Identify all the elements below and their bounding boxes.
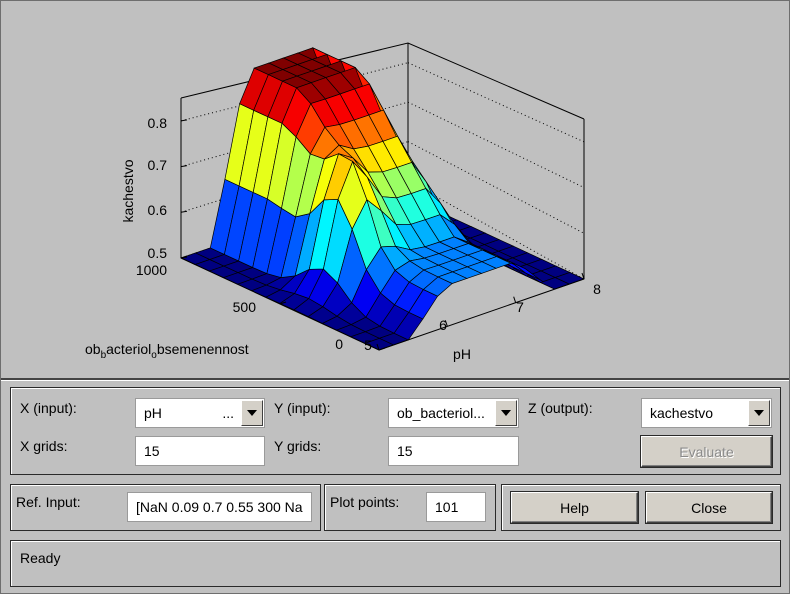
- close-button[interactable]: Close: [646, 492, 772, 523]
- surface-mesh: [180, 47, 585, 351]
- z-output-dropdown[interactable]: kachestvo: [641, 398, 772, 428]
- x-axis-line: [378, 278, 585, 351]
- y-input-dropdown[interactable]: ob_bacteriol...: [388, 398, 519, 428]
- chevron-down-icon: [501, 410, 511, 416]
- y-axis-label: obbacteriolobsemenennost: [85, 341, 249, 361]
- x-input-ellipsis: ...: [222, 405, 234, 421]
- surface-plot: 0.8 0.7 0.6 0.5 1000 500 0 5 6 7 8 kache…: [85, 42, 601, 362]
- help-button[interactable]: Help: [511, 492, 638, 523]
- axis-tick: [180, 255, 188, 259]
- ref-input-panel: Ref. Input:: [10, 484, 321, 531]
- separator: [1, 378, 789, 381]
- z-output-dropdown-button[interactable]: [748, 400, 770, 426]
- y-grids-label: Y grids:: [274, 438, 322, 454]
- z-tick-label: 0.5: [148, 245, 168, 261]
- evaluate-button[interactable]: Evaluate: [641, 436, 772, 467]
- gridline: [407, 101, 585, 189]
- x-tick-label: 5: [364, 337, 372, 353]
- x-axis-label: pH: [453, 346, 471, 362]
- y-tick-label: 0: [335, 336, 343, 352]
- surface-plot-area: 0.8 0.7 0.6 0.5 1000 500 0 5 6 7 8 kache…: [1, 1, 789, 377]
- x-input-label: X (input):: [20, 400, 77, 416]
- ref-input-field[interactable]: [127, 492, 312, 522]
- plot-points-field[interactable]: [426, 492, 486, 522]
- plot-ticks: [180, 119, 585, 351]
- axis-tick: [180, 165, 188, 168]
- axis-tick: [513, 296, 517, 303]
- axis-tick: [378, 347, 386, 351]
- x-input-dropdown[interactable]: pH ...: [135, 398, 265, 428]
- x-tick-label: 6: [439, 317, 447, 333]
- chevron-down-icon: [247, 410, 257, 416]
- plot-points-panel: Plot points:: [324, 484, 496, 531]
- plot-points-label: Plot points:: [330, 494, 400, 510]
- ref-input-label: Ref. Input:: [16, 494, 81, 510]
- y-input-dropdown-button[interactable]: [495, 400, 517, 426]
- gridline: [407, 62, 585, 143]
- z-axis-label: kachestvo: [120, 159, 136, 222]
- axis-tick: [180, 119, 188, 122]
- y-input-value: ob_bacteriol...: [397, 405, 485, 421]
- x-grids-label: X grids:: [20, 438, 68, 454]
- axis-tick: [376, 343, 380, 351]
- y-grids-field[interactable]: [388, 436, 519, 466]
- axis-tick: [581, 272, 585, 280]
- z-tick-label: 0.6: [148, 202, 168, 218]
- x-input-value: pH: [144, 405, 162, 421]
- y-tick-label: 500: [233, 299, 257, 315]
- axis-tick: [279, 301, 287, 305]
- z-tick-label: 0.8: [148, 115, 168, 131]
- axes-settings-panel: X (input): pH ... Y (input): ob_bacterio…: [10, 387, 781, 475]
- x-grids-field[interactable]: [135, 436, 265, 466]
- status-text: Ready: [20, 550, 61, 566]
- axis-tick: [180, 210, 188, 213]
- axis-tick: [444, 320, 448, 327]
- y-tick-label: 1000: [136, 262, 167, 278]
- y-input-label: Y (input):: [274, 400, 331, 416]
- z-output-value: kachestvo: [650, 405, 714, 421]
- z-output-label: Z (output):: [528, 400, 593, 416]
- chevron-down-icon: [754, 410, 764, 416]
- x-input-dropdown-button[interactable]: [241, 400, 263, 426]
- z-tick-label: 0.7: [148, 157, 168, 173]
- x-tick-label: 8: [593, 281, 601, 297]
- status-bar: Ready: [10, 540, 781, 587]
- x-tick-label: 7: [516, 299, 524, 315]
- buttons-panel: Help Close: [501, 484, 781, 531]
